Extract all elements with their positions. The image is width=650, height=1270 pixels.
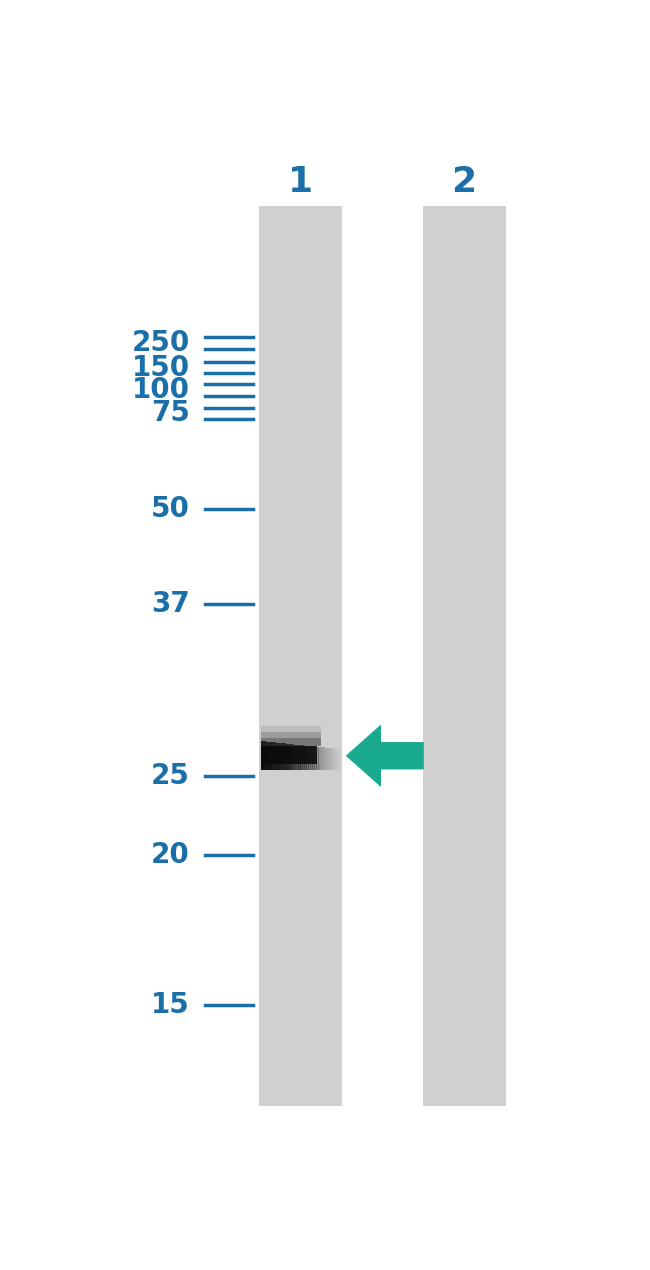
Bar [302,745,305,770]
Bar [324,748,327,770]
Bar [315,747,317,770]
Bar [286,744,289,771]
Bar [300,745,303,770]
Bar [322,748,325,770]
Bar [341,749,343,770]
Text: 150: 150 [131,353,190,381]
Bar [333,748,335,770]
Bar [335,749,337,770]
Bar [308,745,311,770]
Bar [298,745,300,770]
Bar [278,743,280,771]
Bar [261,745,317,763]
Bar [422,206,506,1106]
Text: 2: 2 [452,165,476,198]
Bar [263,742,266,771]
Bar [284,743,286,771]
Bar [331,748,333,770]
Bar [296,744,298,770]
Bar [290,744,292,771]
Bar [327,748,329,770]
Text: 50: 50 [151,495,190,523]
Polygon shape [346,724,424,787]
Text: 75: 75 [151,400,190,428]
Bar [288,744,291,771]
Bar [276,743,278,771]
Text: 25: 25 [151,762,190,790]
Text: 1: 1 [288,165,313,198]
Bar [261,733,321,745]
Bar [306,745,309,770]
Bar [310,747,313,770]
Bar [267,742,270,771]
Text: 250: 250 [131,329,190,357]
Bar [265,742,268,771]
Text: 20: 20 [151,841,190,869]
Text: 37: 37 [151,591,190,618]
Bar [317,747,319,770]
Bar [320,747,323,770]
Bar [261,726,321,745]
Bar [337,749,339,770]
Bar [259,206,342,1106]
Bar [304,745,307,770]
Text: 100: 100 [131,376,190,404]
Bar [329,748,332,770]
Text: 15: 15 [151,991,190,1019]
Bar [313,747,315,770]
Bar [270,742,272,771]
Bar [281,743,284,771]
Bar [339,749,341,770]
Bar [280,743,282,771]
Bar [318,747,321,770]
Bar [261,738,321,745]
Bar [292,744,294,770]
Bar [274,743,276,771]
Bar [294,744,296,770]
Bar [272,742,274,771]
Bar [261,742,264,771]
